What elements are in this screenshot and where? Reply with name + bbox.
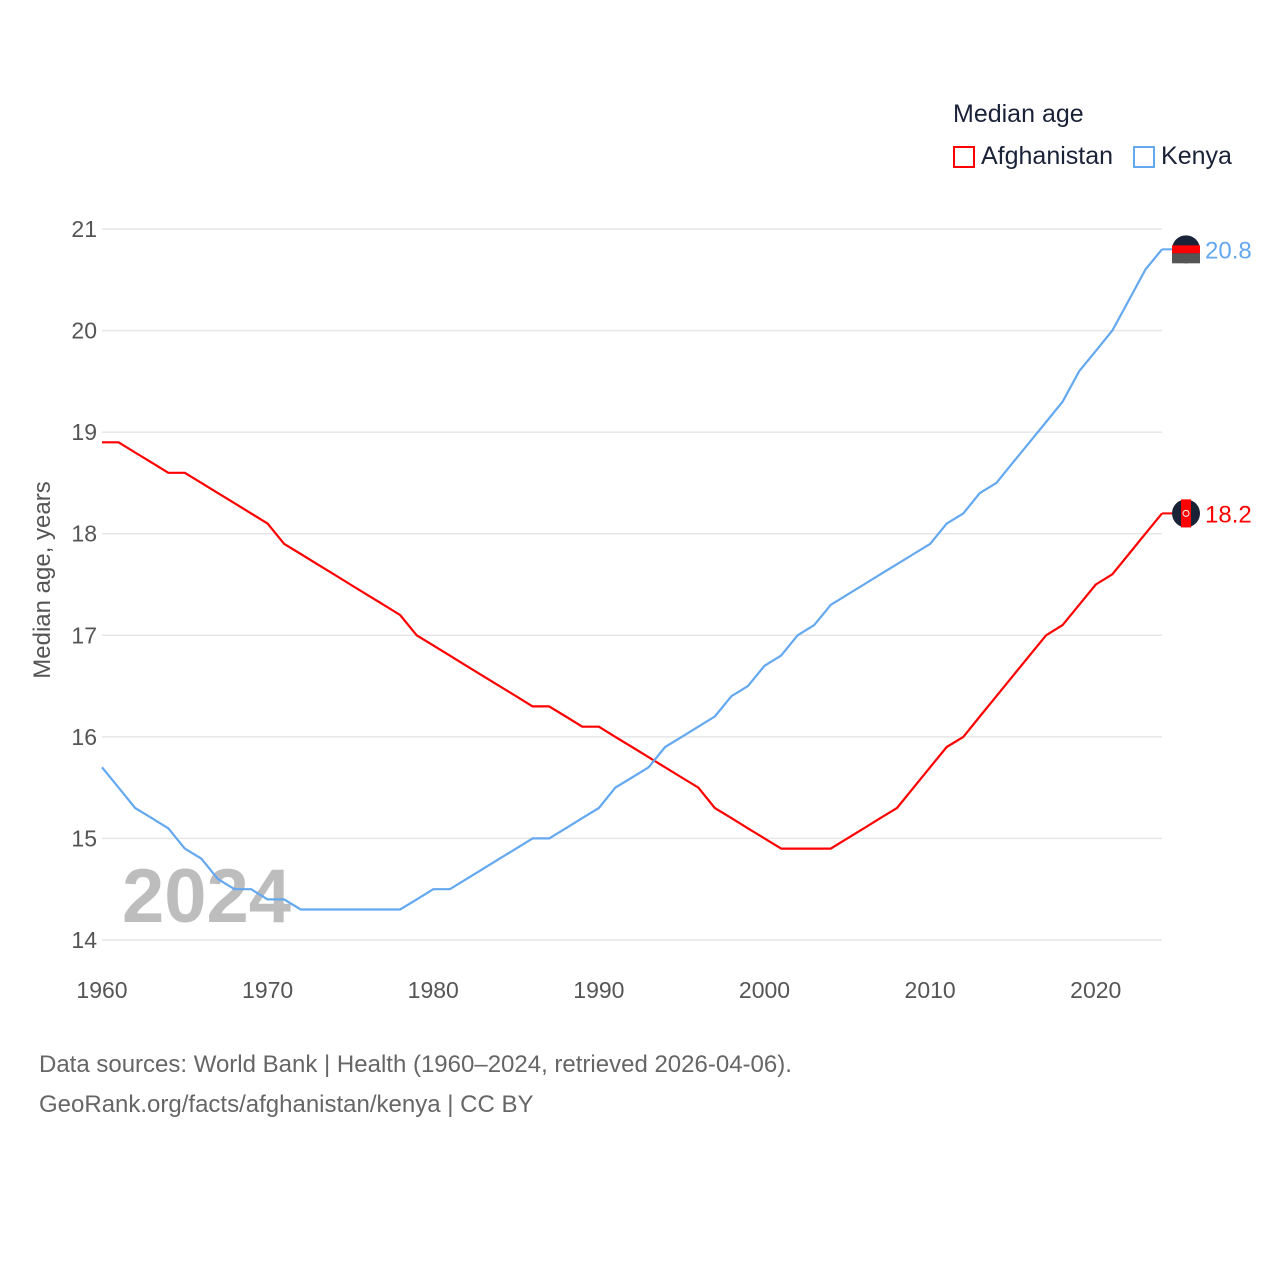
y-tick-label: 20: [71, 318, 97, 344]
end-labels: 18.2 20.8: [1162, 235, 1252, 528]
x-tick-label: 2010: [905, 977, 956, 1003]
y-tick-label: 19: [71, 419, 97, 445]
y-tick-label: 15: [71, 825, 97, 851]
flag-stripe: [1172, 253, 1200, 264]
legend-title: Median age: [953, 100, 1084, 128]
x-tick-label: 1990: [573, 977, 624, 1003]
y-tick-label: 21: [71, 216, 97, 242]
series-lines: [101, 248, 1163, 911]
legend-label: Afghanistan: [981, 142, 1114, 170]
x-tick-label: 1960: [76, 977, 127, 1003]
flag-stripe: [1172, 245, 1200, 254]
end-value-label: 18.2: [1205, 501, 1252, 528]
x-axis-ticks: 1960 1970 1980 1990 2000 2010 2020: [76, 977, 1121, 1003]
flag-icon-kenya: [1172, 235, 1200, 264]
x-tick-label: 1980: [408, 977, 459, 1003]
y-tick-label: 16: [71, 724, 97, 750]
flag-stripe: [1181, 499, 1191, 528]
y-axis-ticks: 14 15 16 17 18 19 20 21: [71, 216, 97, 953]
legend-label: Kenya: [1161, 142, 1232, 170]
y-tick-label: 18: [71, 521, 97, 547]
source-link[interactable]: GeoRank.org/facts/afghanistan/kenya | CC…: [39, 1091, 534, 1118]
x-tick-label: 2020: [1070, 977, 1121, 1003]
flag-icon-afghanistan: [1172, 499, 1200, 528]
legend-swatch: [953, 145, 975, 168]
legend: Afghanistan Kenya: [953, 142, 1232, 171]
y-tick-label: 17: [71, 622, 97, 648]
series-line-afghanistan: [102, 441, 1163, 850]
y-axis-label: Median age, years: [29, 481, 56, 678]
legend-swatch: [1133, 145, 1156, 168]
flag-emblem: [1182, 509, 1190, 517]
legend-item-kenya[interactable]: Kenya: [1133, 142, 1232, 171]
data-source: Data sources: World Bank | Health (1960–…: [39, 1051, 792, 1078]
legend-item-afghanistan[interactable]: Afghanistan: [953, 142, 1113, 171]
x-tick-label: 2000: [739, 977, 790, 1003]
end-value-label: 20.8: [1205, 237, 1252, 264]
series-line-kenya: [101, 248, 1163, 911]
gridlines: [102, 228, 1162, 941]
footer: Data sources: World Bank | Health (1960–…: [39, 1045, 792, 1125]
x-tick-label: 1970: [242, 977, 293, 1003]
y-tick-label: 14: [71, 927, 97, 953]
